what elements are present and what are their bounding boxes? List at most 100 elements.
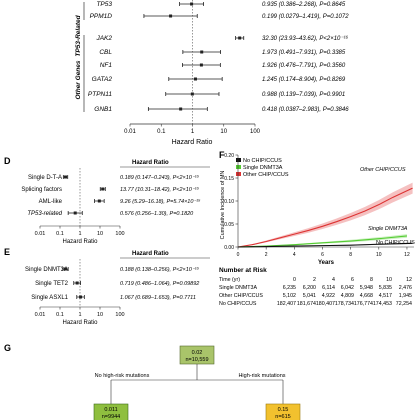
panel-f-xtick-label: 4 [293, 252, 296, 258]
top-point-estimate [193, 77, 197, 81]
panel-d-axis-label: Hazard Ratio [62, 239, 98, 245]
top-row-label: TP53 [96, 1, 112, 8]
panel-f-xtick-label: 8 [349, 252, 352, 258]
series-no-chip-ccus-line [237, 242, 413, 248]
risk-cell: 5,948 [360, 285, 373, 291]
risk-cell: 180,407 [316, 301, 335, 307]
panel-f: F No CHIP/CCUS Single DNMT3A Other CHIP/… [219, 150, 415, 307]
panel-d-tick-label: 100 [115, 231, 124, 237]
top-point-estimate [199, 63, 203, 67]
panel-e-tick-label: 0.1 [56, 312, 64, 318]
risk-row-label: Single DNMT3A [219, 285, 257, 291]
panel-e-tick-label: 1 [78, 312, 81, 318]
panel-e-row-estimate: 1.067 (0.689–1.653), P=0.7711 [120, 295, 196, 301]
panel-f-ylabel: Cumulative Incidence of MN [220, 171, 226, 240]
risk-cell: 6,235 [283, 285, 296, 291]
top-point-estimate [190, 2, 194, 6]
legend-swatch-other [236, 172, 241, 176]
top-row-label: NF1 [100, 62, 113, 69]
top-tick-label: 100 [250, 129, 261, 135]
panel-e-axis-label: Hazard Ratio [62, 320, 98, 326]
risk-cell: 174,453 [373, 301, 392, 307]
panel-d-point-estimate [64, 175, 68, 179]
top-row-estimate: 1.926 (0.476–7.791), P=0.3560 [262, 63, 346, 69]
risk-time-label: Time (yr) [219, 277, 240, 283]
top-point-estimate [238, 36, 242, 40]
legend-swatch-dnmt3a [236, 165, 241, 169]
top-row-estimate: 1.245 (0.174–8.904), P=0.8269 [262, 77, 346, 83]
panel-e-row-label: Single TET2 [35, 281, 69, 287]
top-row-label: GNB1 [94, 106, 112, 113]
risk-cell: 176,774 [354, 301, 373, 307]
risk-time-header: 0 [293, 277, 296, 283]
panel-e-point-estimate [79, 295, 83, 299]
panel-f-xtick-label: 6 [321, 252, 324, 258]
panel-d-point-estimate [73, 211, 77, 215]
panel-f-ytick-label: 0.20 [224, 153, 234, 159]
panel-f-ytick-label: 0.05 [224, 222, 234, 228]
risk-title: Number at Risk [219, 267, 267, 274]
top-row-estimate: 0.199 (0.0279–1.419), P=0.1072 [262, 14, 349, 20]
panel-e-row-label: Single ASXL1 [31, 295, 68, 301]
top-forest-panel: TP53-Related Other Genes TP53 0.935 (0.38… [75, 0, 349, 146]
legend-swatch-no [236, 158, 241, 162]
panel-d: D Hazard Ratio Single D-T-A 0.189 (0.147–… [4, 156, 210, 245]
tree-right-node [265, 403, 301, 420]
top-row-estimate: 0.935 (0.386–2.268), P=0.8645 [262, 2, 346, 8]
tree-right-n: n=615 [275, 414, 290, 420]
panel-e: E Hazard Ratio Single DNMT3A 0.188 (0.138… [4, 247, 210, 326]
top-row-estimate: 0.418 (0.0387–2.983), P=0.3846 [262, 107, 349, 113]
panel-d-row-estimate: 0.576 (0.256–1.30), P=0.1820 [120, 211, 194, 217]
risk-time-header: 2 [313, 277, 316, 283]
panel-e-row-estimate: 0.719 (0.486–1.064), P=0.09892 [120, 281, 199, 287]
top-row-estimate: 32.30 (23.93–43.62), P<2×10⁻¹⁶ [262, 35, 349, 42]
panel-d-tick-label: 0.01 [35, 231, 46, 237]
risk-row-label: No CHIP/CCUS [219, 301, 257, 307]
annotation-other: Other CHIP/CCUS [360, 167, 406, 173]
series-other-chip-ccus-line [237, 187, 413, 248]
risk-row-label: Other CHIP/CCUS [219, 293, 263, 299]
annotation-dnmt3a: Single DNMT3A [368, 226, 408, 232]
top-tick-label: 0.01 [124, 129, 136, 135]
panel-f-xtick-label: 0 [237, 252, 240, 258]
risk-cell: 6,042 [341, 285, 354, 291]
top-point-estimate [190, 92, 194, 96]
top-tick-label: 10 [220, 129, 227, 135]
panel-e-row-label: Single DNMT3A [25, 267, 68, 273]
panel-d-row-estimate: 0.189 (0.147–0.243), P<2×10⁻¹⁶ [120, 174, 200, 181]
top-tick-label: 1 [191, 129, 195, 135]
panel-e-point-estimate [63, 267, 67, 271]
panel-d-letter: D [4, 156, 11, 166]
top-row-estimate: 0.988 (0.139–7.039), P=0.9901 [262, 92, 345, 98]
panel-d-point-estimate [101, 187, 105, 191]
panel-e-tick-label: 0.01 [35, 312, 46, 318]
panel-e-tick-label: 10 [97, 312, 103, 318]
top-point-estimate [200, 50, 204, 54]
panel-e-tick-label: 100 [115, 312, 124, 318]
legend-label-dnmt3a: Single DNMT3A [243, 165, 283, 171]
panel-f-xtick-label: 10 [376, 252, 382, 258]
panel-d-header: Hazard Ratio [132, 160, 169, 166]
panel-d-row-estimate: 9.26 (5.29–16.18), P=5.74×10⁻¹⁵ [120, 198, 201, 205]
risk-cell: 5,102 [283, 293, 296, 299]
panel-d-row-label: TP53-related [27, 211, 62, 217]
tree-right-value: 0.15 [278, 407, 289, 413]
tree-left-branch-label: No high-risk mutations [95, 373, 150, 379]
risk-cell: 5,835 [379, 285, 392, 291]
risk-cell: 178,734 [335, 301, 354, 307]
top-row-label: GATA2 [92, 76, 113, 83]
risk-cell: 5,041 [303, 293, 316, 299]
panel-d-tick-label: 0.1 [56, 231, 64, 237]
panel-f-ytick-label: 0.00 [224, 245, 234, 251]
top-axis-label: Hazard Ratio [172, 139, 213, 146]
top-tick-label: 0.1 [157, 129, 166, 135]
top-point-estimate [169, 14, 173, 18]
legend-label-no: No CHIP/CCUS [243, 158, 282, 164]
tree-left-n: n=9944 [102, 414, 121, 420]
group-label-tp53: TP53-Related [75, 14, 82, 56]
panel-d-row-label: Single D-T-A [28, 175, 62, 181]
series-single-dnmt3a-band [238, 234, 407, 247]
panel-g: G 0.02 n=10,559 No high-risk mutations H… [4, 343, 301, 420]
risk-cell: 4,922 [322, 293, 335, 299]
risk-cell: 6,114 [322, 285, 335, 291]
